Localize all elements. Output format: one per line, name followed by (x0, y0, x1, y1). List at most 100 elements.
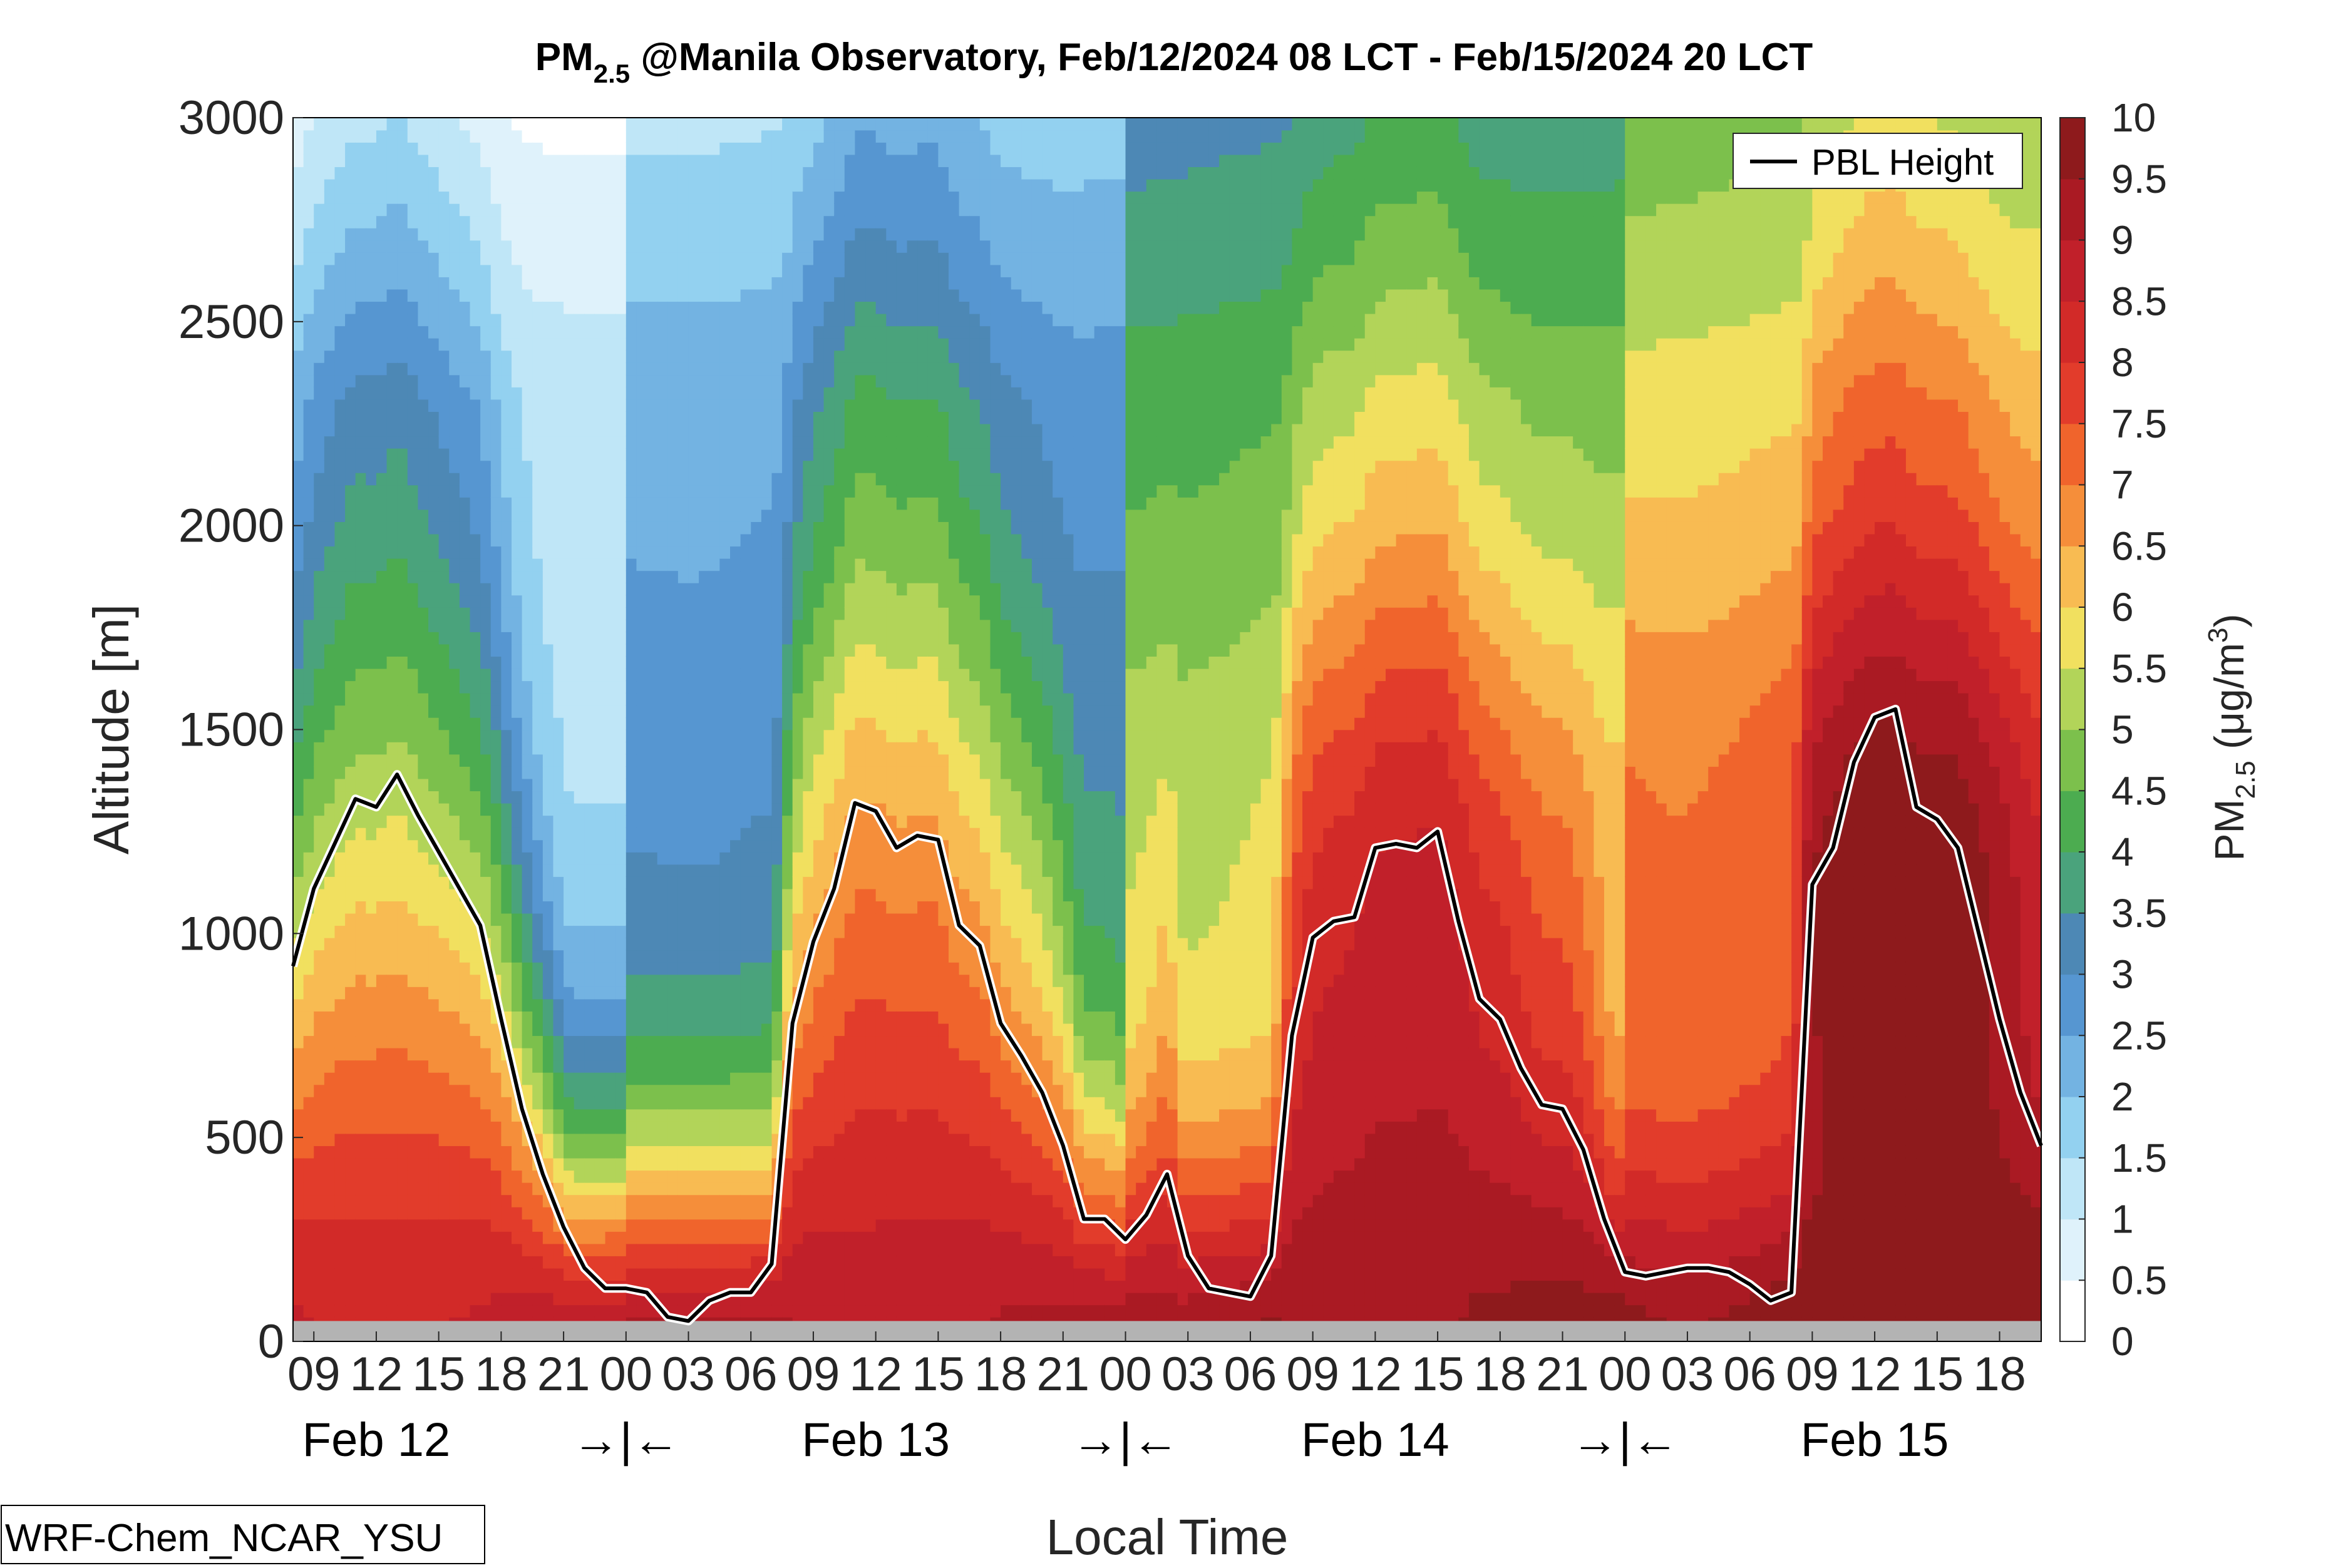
pm25-cell (605, 998, 616, 1012)
pm25-cell (532, 1182, 543, 1196)
pm25-cell (667, 1011, 679, 1024)
pm25-cell (334, 607, 346, 620)
pm25-cell (803, 778, 814, 792)
pm25-cell (688, 118, 699, 131)
pm25-cell (792, 595, 804, 608)
pm25-cell (688, 215, 699, 228)
pm25-cell (345, 766, 356, 779)
pm25-cell (397, 1206, 408, 1220)
pm25-cell (532, 766, 543, 779)
pm25-cell (355, 1023, 367, 1037)
pm25-cell (522, 484, 533, 498)
pm25-cell (688, 717, 699, 730)
pm25-cell (512, 582, 523, 596)
pm25-cell (293, 533, 304, 547)
pm25-cell (397, 313, 408, 327)
pm25-cell (366, 374, 377, 387)
pm25-cell (761, 533, 773, 547)
pm25-cell (667, 423, 679, 437)
pm25-cell (564, 1097, 575, 1110)
pm25-cell (792, 203, 804, 217)
pm25-cell (636, 901, 647, 914)
pm25-cell (626, 815, 637, 828)
pm25-cell (688, 595, 699, 608)
pm25-cell (564, 643, 575, 657)
pm25-cell (449, 1145, 460, 1159)
pm25-cell (761, 913, 773, 926)
pm25-cell (688, 497, 699, 510)
pm25-cell (605, 766, 616, 779)
pm25-cell (532, 1097, 543, 1110)
pm25-cell (615, 301, 627, 314)
pm25-cell (418, 350, 429, 363)
pm25-cell (771, 692, 783, 706)
pm25-cell (345, 472, 356, 486)
pm25-cell (418, 1060, 429, 1073)
pm25-cell (480, 901, 492, 914)
pm25-cell (761, 558, 773, 571)
pm25-cell (355, 668, 367, 682)
pm25-cell (771, 1047, 783, 1061)
pm25-cell (376, 901, 388, 914)
pm25-cell (293, 460, 304, 473)
pm25-cell (730, 961, 741, 975)
pm25-cell (542, 925, 554, 938)
pm25-cell (480, 1268, 492, 1281)
pm25-cell (677, 423, 689, 437)
pm25-cell (522, 974, 533, 987)
pm25-cell (647, 839, 658, 853)
pm25-cell (688, 533, 699, 547)
pm25-cell (647, 1231, 658, 1244)
pm25-cell (605, 472, 616, 486)
pm25-cell (355, 925, 367, 938)
pm25-cell (615, 350, 627, 363)
pm25-cell (657, 167, 669, 180)
pm25-cell (501, 277, 512, 290)
pm25-cell (771, 950, 783, 963)
pm25-cell (657, 509, 669, 522)
pm25-cell (553, 142, 564, 155)
pm25-cell (564, 191, 575, 204)
pm25-cell (584, 509, 595, 522)
pm25-cell (324, 778, 336, 792)
pm25-cell (501, 130, 512, 143)
pm25-cell (574, 950, 585, 963)
pm25-cell (677, 1292, 689, 1306)
pm25-cell (449, 240, 460, 253)
pm25-cell (740, 754, 752, 767)
pm25-cell (542, 791, 554, 804)
pm25-cell (470, 301, 481, 314)
pm25-cell (615, 118, 627, 131)
pm25-cell (386, 961, 398, 975)
pm25-cell (397, 374, 408, 387)
pm25-cell (564, 570, 575, 583)
pm25-cell (303, 632, 315, 645)
pm25-cell (532, 1121, 543, 1134)
pm25-cell (532, 717, 543, 730)
pm25-cell (542, 998, 554, 1012)
pm25-cell (657, 1256, 669, 1269)
pm25-cell (366, 595, 377, 608)
pm25-cell (677, 1304, 689, 1318)
pm25-cell (803, 888, 814, 901)
pm25-cell (480, 301, 492, 314)
pm25-cell (615, 1084, 627, 1097)
pm25-cell (376, 1157, 388, 1171)
pm25-cell (314, 802, 325, 816)
pm25-cell (512, 423, 523, 437)
pm25-cell (688, 448, 699, 461)
pm25-cell (699, 1170, 710, 1183)
pm25-cell (594, 1256, 606, 1269)
pm25-cell (771, 227, 783, 241)
pm25-cell (657, 546, 669, 559)
pm25-cell (730, 791, 741, 804)
pm25-cell (438, 1304, 450, 1318)
pm25-cell (542, 399, 554, 412)
pm25-cell (386, 729, 398, 742)
pm25-cell (647, 717, 658, 730)
pm25-cell (564, 607, 575, 620)
pm25-cell (386, 876, 398, 889)
pm25-cell (314, 754, 325, 767)
pm25-cell (626, 680, 637, 694)
pm25-cell (428, 1060, 440, 1073)
